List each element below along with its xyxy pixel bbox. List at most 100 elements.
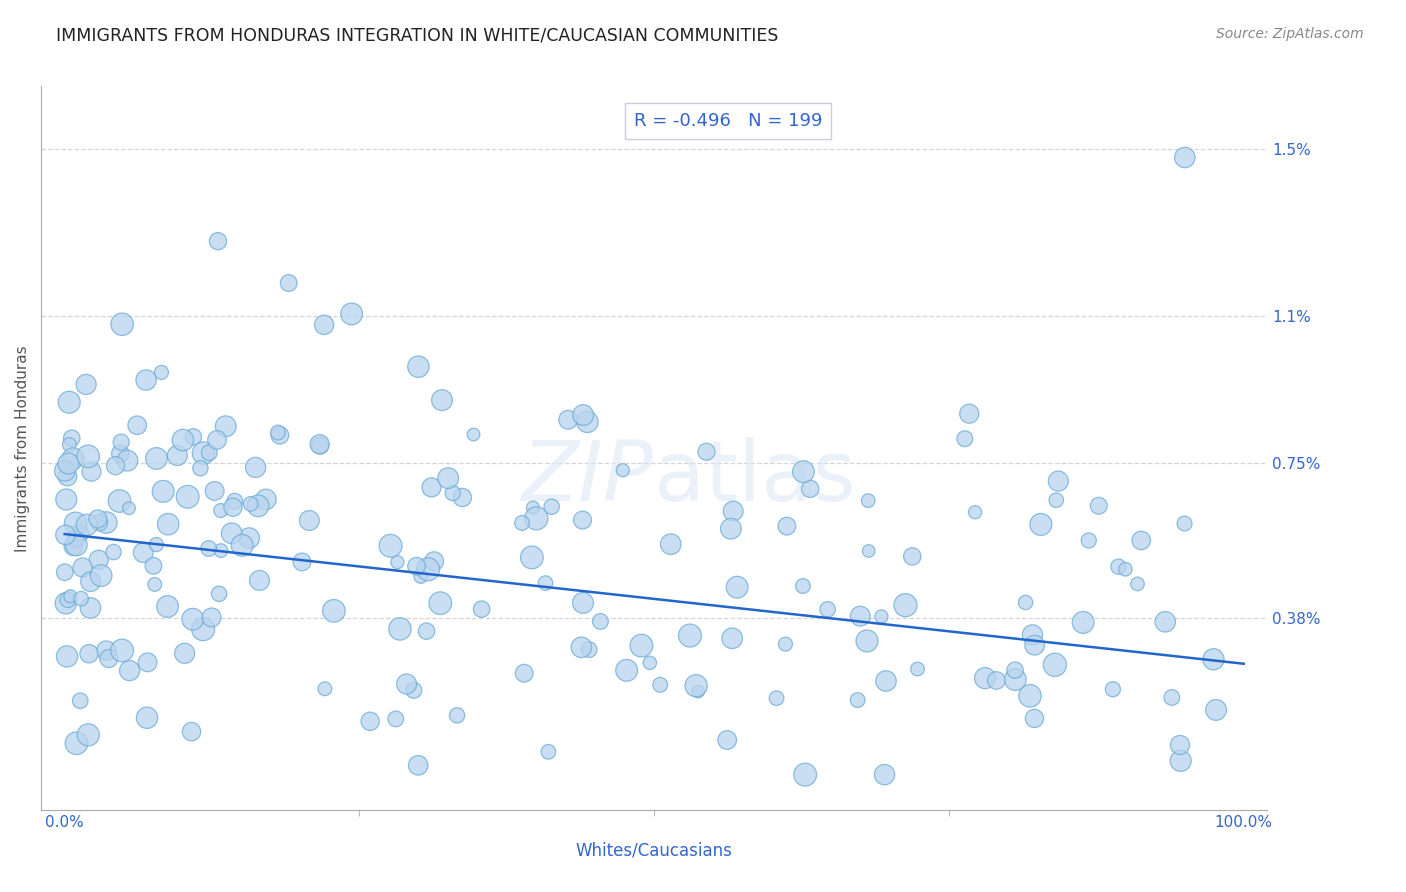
Point — [423, 554, 446, 568]
Point — [97, 651, 120, 665]
Point — [96, 516, 118, 530]
Point — [395, 677, 418, 691]
Point — [191, 622, 214, 636]
Point — [858, 544, 880, 558]
Point — [90, 568, 112, 582]
Point — [405, 559, 427, 574]
Point — [111, 317, 134, 331]
Point — [873, 767, 896, 781]
Point — [58, 457, 80, 471]
Point — [612, 463, 634, 477]
Point — [1205, 703, 1227, 717]
Point — [62, 451, 84, 466]
Point — [314, 318, 336, 332]
Point — [291, 555, 314, 569]
Point — [524, 511, 547, 525]
Point — [56, 649, 79, 664]
Point — [856, 634, 879, 648]
Point — [1168, 738, 1191, 752]
Point — [875, 673, 897, 688]
Point — [451, 491, 474, 505]
Point — [70, 591, 93, 606]
Point — [55, 528, 77, 542]
X-axis label: Whites/Caucasians: Whites/Caucasians — [576, 841, 733, 859]
Point — [200, 610, 222, 624]
Point — [221, 526, 243, 541]
Point — [110, 447, 132, 461]
Point — [1024, 638, 1046, 652]
Point — [215, 419, 238, 434]
Point — [190, 461, 212, 475]
Point — [659, 537, 682, 551]
Point — [1071, 615, 1094, 630]
Point — [794, 767, 817, 781]
Point — [65, 538, 87, 552]
Point — [145, 451, 167, 466]
Point — [205, 433, 228, 447]
Point — [245, 460, 267, 475]
Text: atlas: atlas — [654, 437, 856, 517]
Point — [894, 598, 917, 612]
Point — [849, 609, 872, 624]
Point — [1087, 499, 1109, 513]
Point — [79, 601, 101, 615]
Point — [1114, 562, 1136, 576]
Point — [55, 492, 77, 507]
Point — [1014, 595, 1036, 609]
Point — [1047, 474, 1070, 488]
Point — [87, 512, 110, 526]
Point — [650, 678, 672, 692]
Point — [65, 516, 87, 531]
Point — [901, 549, 924, 564]
Point — [145, 537, 167, 551]
Point — [870, 609, 893, 624]
Point — [522, 500, 544, 515]
Point — [249, 574, 271, 588]
Point — [384, 712, 406, 726]
Point — [267, 425, 290, 440]
Point — [688, 684, 710, 698]
Point — [1004, 673, 1026, 687]
Point — [986, 673, 1008, 688]
Point — [238, 531, 260, 545]
Point — [1202, 652, 1225, 666]
Point — [76, 517, 98, 532]
Y-axis label: Immigrants from Honduras: Immigrants from Honduras — [15, 345, 30, 551]
Point — [725, 580, 748, 594]
Point — [298, 514, 321, 528]
Point — [418, 562, 440, 576]
Point — [152, 484, 174, 499]
Point — [953, 432, 976, 446]
Point — [437, 471, 460, 485]
Point — [388, 622, 411, 636]
Point — [572, 408, 595, 422]
Point — [56, 592, 79, 607]
Point — [537, 745, 560, 759]
Point — [308, 437, 330, 451]
Point — [380, 539, 402, 553]
Point — [136, 711, 159, 725]
Point — [79, 574, 101, 589]
Point — [775, 637, 797, 651]
Point — [557, 413, 579, 427]
Point — [309, 439, 332, 453]
Point — [111, 643, 134, 657]
Point — [173, 646, 195, 660]
Point — [1043, 657, 1066, 672]
Point — [53, 464, 76, 478]
Point — [799, 482, 821, 496]
Text: Source: ZipAtlas.com: Source: ZipAtlas.com — [1216, 27, 1364, 41]
Point — [695, 444, 717, 458]
Point — [150, 365, 173, 379]
Point — [247, 499, 270, 513]
Point — [127, 418, 149, 433]
Point — [1045, 493, 1067, 508]
Point — [209, 543, 232, 558]
Point — [277, 276, 299, 290]
Point — [108, 494, 131, 508]
Point — [471, 602, 494, 616]
Point — [721, 504, 744, 518]
Point — [1004, 663, 1026, 677]
Point — [231, 538, 253, 552]
Point — [408, 359, 430, 374]
